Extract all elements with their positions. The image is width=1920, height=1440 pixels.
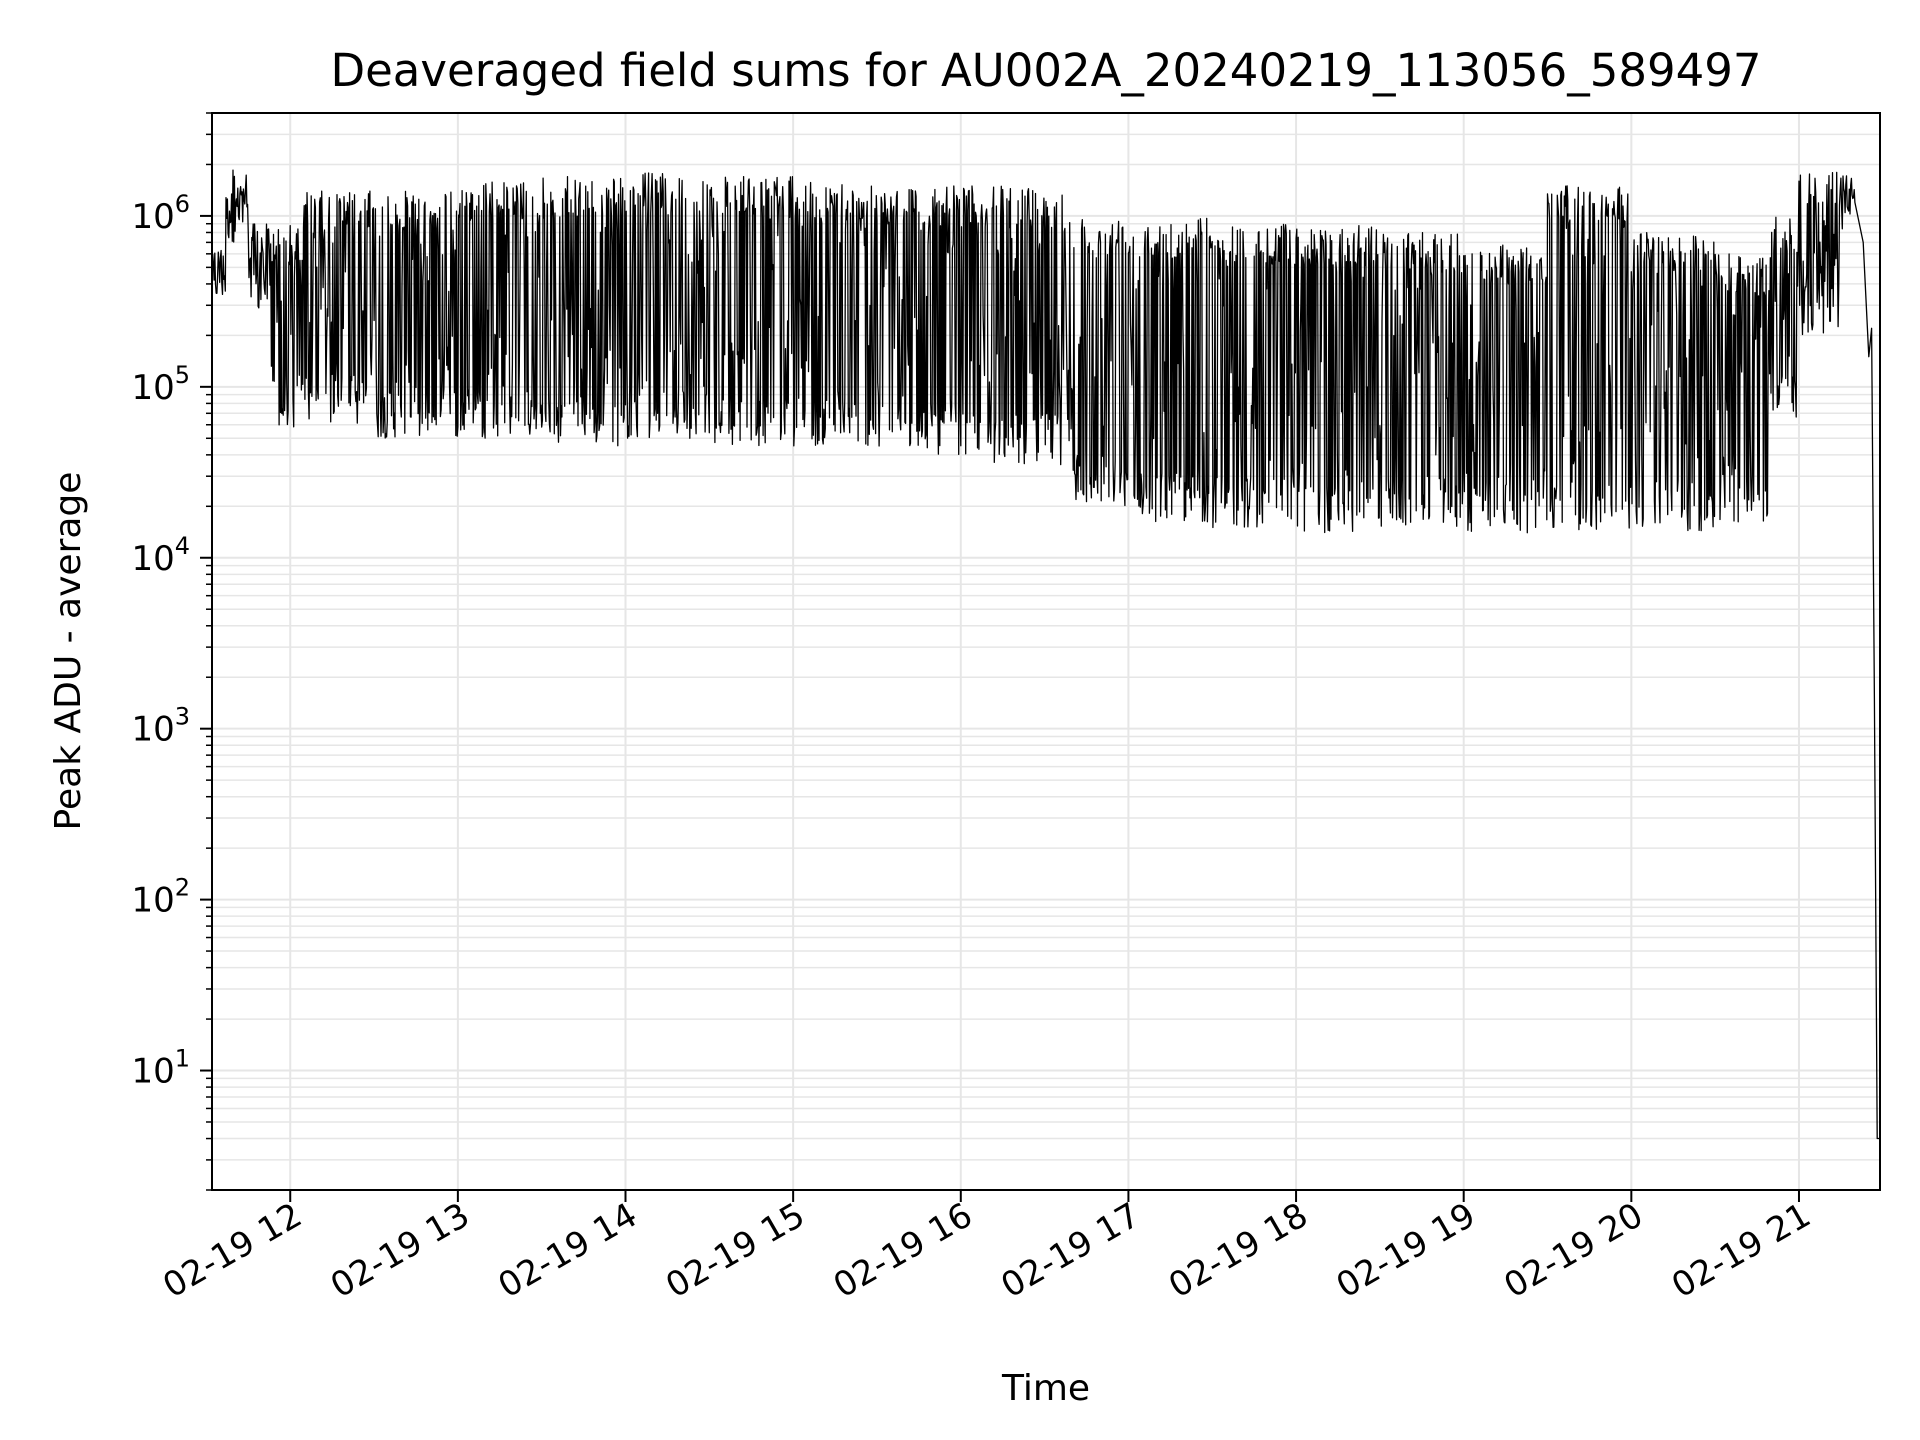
y-tick-exponent: 5: [175, 361, 190, 389]
y-tick-label: 105: [131, 361, 190, 408]
y-tick-label: 106: [131, 190, 190, 237]
x-axis-title: Time: [1001, 1368, 1090, 1409]
y-tick-base: 10: [131, 368, 174, 408]
y-tick-label: 101: [131, 1045, 190, 1092]
y-tick-exponent: 2: [175, 874, 190, 902]
series-line: [211, 169, 1880, 1140]
y-tick-base: 10: [131, 539, 174, 579]
y-tick-exponent: 1: [175, 1045, 190, 1073]
series-line-group: [211, 169, 1880, 1140]
chart-title: Deaveraged field sums for AU002A_2024021…: [330, 44, 1761, 97]
y-tick-exponent: 6: [175, 190, 190, 218]
y-tick-label: 102: [131, 874, 190, 921]
y-axis-title: Peak ADU - average: [48, 472, 89, 831]
y-tick-base: 10: [131, 197, 174, 237]
y-tick-label: 104: [131, 532, 190, 579]
plot-frame: [211, 112, 1881, 1191]
y-tick-base: 10: [131, 710, 174, 750]
y-tick-base: 10: [131, 881, 174, 921]
y-tick-label: 103: [131, 703, 190, 750]
y-tick-exponent: 4: [175, 532, 190, 560]
y-tick-exponent: 3: [175, 703, 190, 731]
y-tick-base: 10: [131, 1052, 174, 1092]
